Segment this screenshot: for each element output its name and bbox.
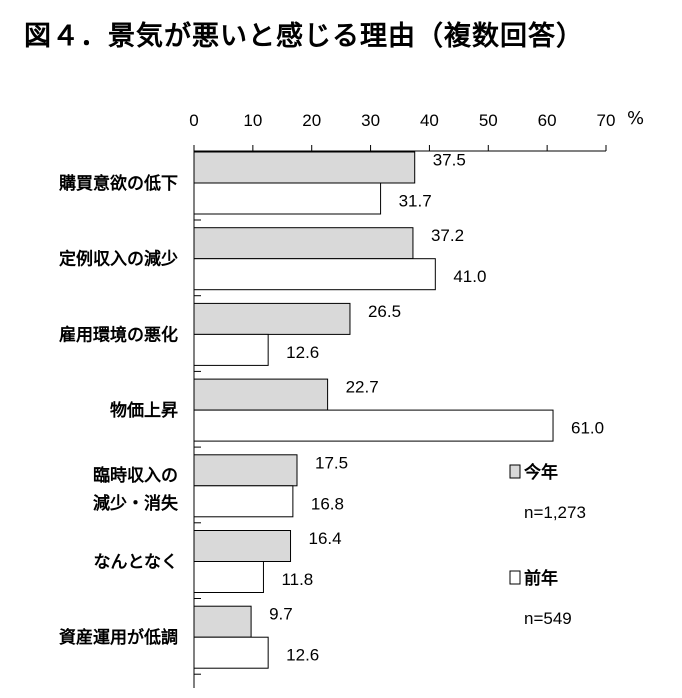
data-label: 37.2 bbox=[431, 226, 464, 245]
category-label: なんとなく bbox=[94, 553, 179, 573]
data-label: 16.8 bbox=[311, 494, 344, 513]
bar-last-year bbox=[193, 636, 269, 669]
x-axis-ticks: 0 10 20 30 40 50 60 70% bbox=[189, 108, 644, 151]
bar-last-year bbox=[193, 485, 294, 518]
value-labels: 37.5 31.7 37.2 41.0 26.5 12.6 22.7 61.0 17.5 16.8… bbox=[269, 151, 604, 665]
data-label: 12.6 bbox=[286, 343, 319, 362]
bar-last-year bbox=[193, 333, 269, 366]
data-label: 31.7 bbox=[399, 192, 432, 211]
bar-this-year bbox=[193, 530, 292, 562]
category-label: 臨時収入の bbox=[93, 465, 178, 486]
legend-swatch bbox=[509, 464, 521, 479]
bar-last-year bbox=[193, 561, 264, 593]
x-tick-label: 10 bbox=[243, 111, 262, 130]
data-label: 22.7 bbox=[346, 378, 379, 397]
legend-n: n=1,273 bbox=[524, 503, 586, 522]
unit-label: % bbox=[627, 108, 644, 129]
data-label: 26.5 bbox=[368, 302, 401, 321]
category-label: 減少・消失 bbox=[93, 493, 179, 514]
legend-swatch bbox=[509, 570, 521, 585]
legend: 今年 n=1,273 前年 n=549 bbox=[509, 462, 586, 628]
bar-last-year bbox=[193, 258, 436, 291]
data-label: 41.0 bbox=[453, 267, 486, 286]
x-tick-label: 70 bbox=[597, 111, 616, 130]
x-tick-label: 40 bbox=[420, 111, 439, 130]
legend-label: 今年 bbox=[524, 462, 558, 483]
category-label: 定例収入の減少 bbox=[59, 249, 178, 270]
data-label: 12.6 bbox=[286, 646, 319, 665]
data-label: 11.8 bbox=[281, 570, 313, 589]
category-label: 物価上昇 bbox=[110, 400, 178, 421]
category-labels: 購買意欲の低下定例収入の減少雇用環境の悪化物価上昇臨時収入の減少・消失なんとなく… bbox=[59, 173, 179, 648]
legend-n: n=549 bbox=[524, 609, 572, 628]
bar-this-year bbox=[193, 302, 351, 335]
category-label: 購買意欲の低下 bbox=[59, 173, 178, 194]
bar-this-year bbox=[193, 605, 252, 638]
x-tick-label: 0 bbox=[189, 111, 198, 130]
legend-label: 前年 bbox=[524, 568, 558, 589]
bar-this-year bbox=[193, 227, 414, 260]
bars bbox=[193, 151, 554, 669]
data-label: 9.7 bbox=[269, 605, 293, 624]
bar-last-year bbox=[193, 409, 554, 442]
bar-this-year bbox=[193, 378, 329, 411]
data-label: 16.4 bbox=[309, 529, 342, 548]
data-label: 17.5 bbox=[315, 453, 348, 472]
chart-title: 図４．景気が悪いと感じる理由（複数回答） bbox=[24, 21, 584, 52]
x-tick-label: 50 bbox=[479, 111, 498, 130]
bar-this-year bbox=[193, 454, 298, 487]
data-label: 61.0 bbox=[571, 419, 604, 438]
x-tick-label: 30 bbox=[361, 111, 380, 130]
category-label: 雇用環境の悪化 bbox=[59, 324, 178, 345]
x-tick-label: 20 bbox=[302, 111, 321, 130]
bar-this-year bbox=[193, 151, 416, 184]
category-label: 資産運用が低調 bbox=[59, 627, 178, 648]
bar-last-year bbox=[193, 182, 382, 215]
data-label: 37.5 bbox=[433, 151, 466, 170]
x-tick-label: 60 bbox=[538, 111, 557, 130]
